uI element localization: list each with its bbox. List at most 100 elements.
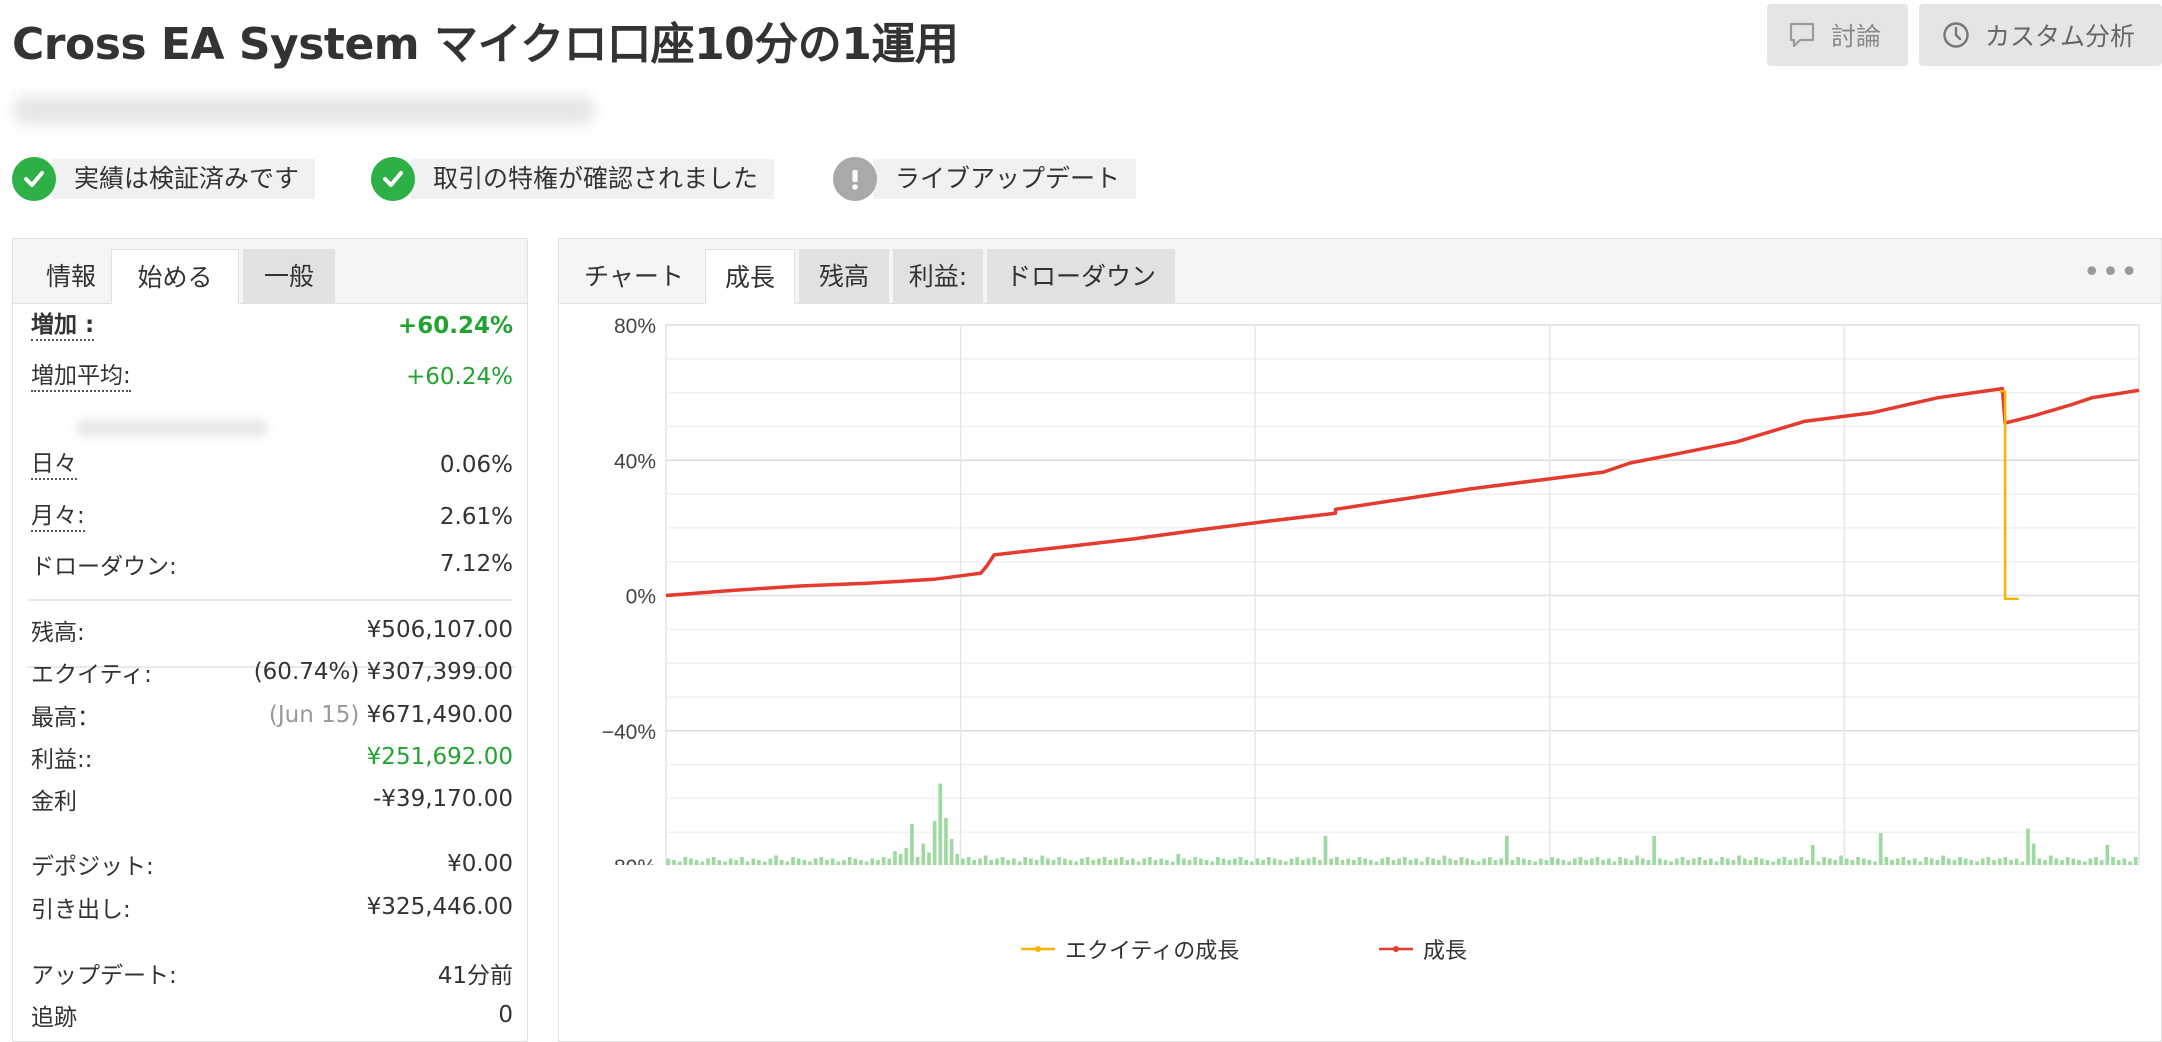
growth-chart: 80%40%0%−40%−80%Nov 01, '21Feb 14, '22Ma… <box>602 315 2140 865</box>
volume-bar <box>887 858 892 865</box>
volume-bar <box>2054 858 2059 865</box>
stat-label: 最高： <box>31 705 100 731</box>
stat-label[interactable]: 増加 : <box>31 311 95 341</box>
volume-bar <box>1686 860 1690 865</box>
tab-growth[interactable]: 成長 <box>705 249 795 304</box>
stat-value-group: (60.74%) ¥307,399.00 <box>254 659 513 685</box>
stat-monthly: 月々: 2.61% <box>31 498 513 536</box>
stat-value: ¥506,107.00 <box>366 617 513 643</box>
volume-bar <box>672 860 676 865</box>
volume-bar <box>1255 858 1260 865</box>
stat-label: エクイティ: <box>31 662 152 688</box>
stat-drawdown: ドローダウン: 7.12% <box>31 545 513 583</box>
volume-bar <box>1340 860 1345 865</box>
tab-info[interactable]: 情報 <box>45 262 96 291</box>
volume-bar <box>1538 858 1543 865</box>
volume-bar <box>949 839 954 865</box>
volume-bar <box>1046 858 1050 865</box>
stat-daily: 日々 0.06% <box>31 446 513 484</box>
volume-bar <box>1867 860 1872 865</box>
stats-tab-bar: 情報 始める 一般 <box>13 239 527 304</box>
stat-label: 残高: <box>31 620 85 646</box>
discuss-label: 討論 <box>1831 22 1882 51</box>
tab-profit[interactable]: 利益: <box>893 249 983 304</box>
tab-drawdown[interactable]: ドローダウン <box>987 249 1175 304</box>
volume-bar <box>1216 857 1220 865</box>
volume-bar <box>1578 857 1583 865</box>
volume-bar <box>1131 858 1135 865</box>
volume-bar <box>1827 858 1832 865</box>
volume-bar <box>740 857 744 865</box>
volume-bar <box>830 858 835 865</box>
verified-track-record-badge: 実績は検証済みです <box>12 157 316 201</box>
volume-bar <box>762 861 767 865</box>
volume-bar <box>1476 861 1481 865</box>
more-options-icon[interactable]: ••• <box>2082 255 2139 290</box>
stat-balance: 残高: ¥506,107.00 <box>31 611 513 649</box>
tab-start[interactable]: 始める <box>111 249 239 304</box>
comment-icon <box>1789 22 1815 48</box>
volume-bar <box>700 861 705 865</box>
volume-bar <box>694 860 699 865</box>
volume-bar <box>2043 860 2047 865</box>
volume-bar <box>706 858 710 865</box>
volume-bar <box>1992 860 1996 865</box>
volume-bar <box>802 860 807 865</box>
volume-bar <box>1935 860 1940 865</box>
volume-bar <box>2020 861 2025 865</box>
stat-label[interactable]: 増加平均: <box>31 362 131 392</box>
volume-bar <box>1567 861 1571 865</box>
volume-bar <box>1295 857 1300 865</box>
volume-bar <box>1776 858 1781 865</box>
stat-value: 41分前 <box>437 963 513 989</box>
tab-chart[interactable]: チャート <box>584 262 684 291</box>
volume-bar <box>1312 857 1317 865</box>
volume-bar <box>1674 858 1679 865</box>
tab-balance[interactable]: 残高 <box>799 249 889 304</box>
volume-bar <box>1250 861 1254 865</box>
volume-bar <box>1459 857 1464 865</box>
volume-bar <box>1187 860 1192 865</box>
volume-bar <box>1102 857 1107 865</box>
volume-bar <box>2026 828 2030 865</box>
volume-bar <box>1034 860 1039 865</box>
volume-bar <box>1419 861 1424 865</box>
volume-bar <box>1261 860 1266 865</box>
volume-bar <box>1210 861 1215 865</box>
legend-equity-growth[interactable]: エクイティの成長 <box>1021 933 1239 965</box>
volume-bar <box>1584 860 1588 865</box>
volume-bar <box>1357 857 1362 865</box>
volume-bar <box>1403 857 1407 865</box>
tab-general[interactable]: 一般 <box>243 249 335 304</box>
volume-bar <box>1725 858 1730 865</box>
volume-bar <box>1895 858 1900 865</box>
volume-bar <box>847 857 852 865</box>
volume-bar <box>1029 858 1033 865</box>
volume-bar <box>1618 857 1622 865</box>
volume-bar <box>1771 861 1775 865</box>
volume-bar <box>1601 860 1605 865</box>
stat-label[interactable]: 月々: <box>31 502 85 532</box>
volume-bar <box>1442 855 1447 865</box>
volume-bar <box>1941 855 1945 865</box>
volume-bar <box>876 860 880 865</box>
discuss-button[interactable]: 討論 <box>1767 4 1908 66</box>
stat-profit: 利益:: ¥251,692.00 <box>31 738 513 776</box>
volume-bar <box>1306 858 1311 865</box>
legend-growth[interactable]: 成長 <box>1379 933 1467 965</box>
volume-bar <box>1436 860 1441 865</box>
volume-bar <box>2128 861 2132 865</box>
volume-bar <box>2105 845 2110 865</box>
stat-label: 利益:: <box>31 747 93 773</box>
volume-bar <box>1595 857 1600 865</box>
volume-bar <box>1969 860 1974 865</box>
stat-label[interactable]: 日々 <box>31 450 77 480</box>
custom-analysis-button[interactable]: カスタム分析 <box>1919 4 2162 66</box>
volume-bar <box>813 858 818 865</box>
volume-bar <box>2009 860 2013 865</box>
y-tick-label: −40% <box>602 721 656 744</box>
volume-bar <box>796 858 801 865</box>
volume-bar <box>1193 857 1198 865</box>
volume-bar <box>1623 858 1628 865</box>
volume-bar <box>1063 858 1067 865</box>
